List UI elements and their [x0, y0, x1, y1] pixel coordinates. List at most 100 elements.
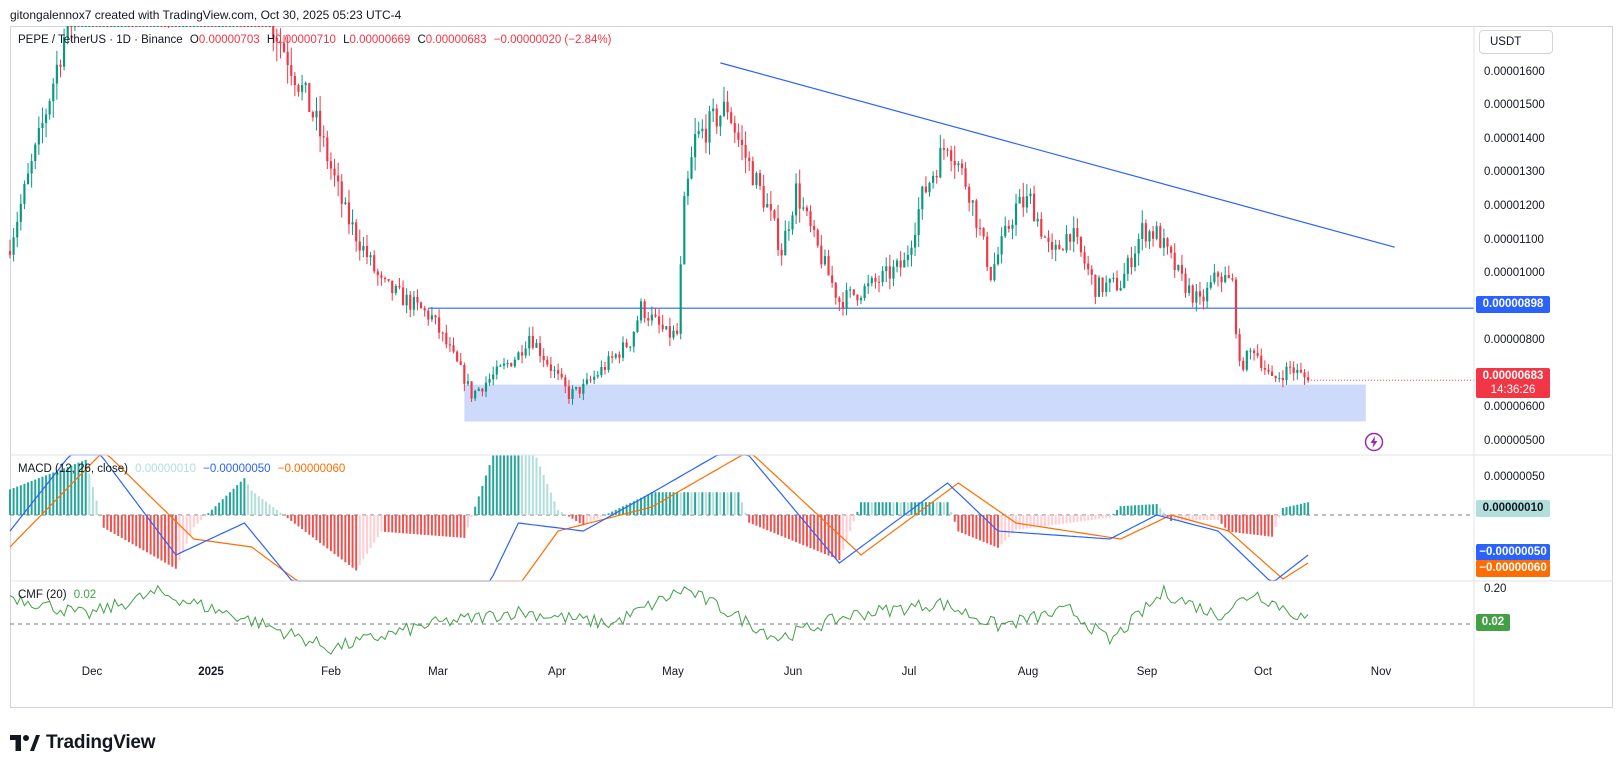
candle-body [409, 294, 412, 310]
macd-hist-bar [362, 515, 365, 560]
macd-hist-bar [683, 492, 686, 515]
macd-hist-bar [751, 515, 754, 525]
candle-body [203, 26, 206, 27]
candle-body [1267, 369, 1270, 372]
cmf-title[interactable]: CMF (20) [18, 589, 67, 601]
currency-button[interactable]: USDT [1479, 30, 1553, 54]
candle [708, 105, 711, 155]
candle-body [355, 222, 358, 242]
candle-body [495, 366, 498, 375]
candle [1184, 267, 1187, 298]
candle-body [928, 182, 931, 193]
candle-body [1094, 274, 1097, 297]
candle [113, 26, 116, 27]
candle [784, 220, 787, 256]
candle-body [506, 363, 509, 365]
candle [106, 26, 109, 27]
candle [340, 174, 343, 218]
candle [748, 151, 751, 171]
candle [99, 26, 102, 27]
candle-body [66, 26, 69, 38]
candle [1112, 272, 1115, 283]
candle [398, 278, 401, 290]
candle-body [549, 364, 552, 371]
macd-hist-bar [1022, 515, 1025, 529]
symbol-label[interactable]: PEPE / TetherUS · 1D · Binance [18, 34, 183, 46]
candle-body [701, 128, 704, 132]
candle [344, 197, 347, 206]
candle-body [127, 26, 131, 27]
tradingview-logo[interactable]: TradingView [10, 732, 156, 754]
candle-body [748, 157, 751, 162]
macd-hist-bar [863, 502, 866, 515]
macd-hist-bar [831, 515, 834, 558]
macd-hist-bar [585, 515, 588, 524]
macd-hist-bar [488, 465, 491, 515]
macd-hist-bar [888, 502, 891, 515]
candle [928, 181, 931, 197]
macd-hist-bar [658, 492, 661, 515]
macd-hist-bar [279, 512, 282, 515]
macd-hist-bar [611, 511, 614, 515]
candle-body [1227, 275, 1230, 279]
candle-body [297, 85, 300, 92]
candle [463, 362, 466, 392]
candle [203, 26, 206, 27]
candle [127, 26, 131, 27]
macd-hist-bar [795, 515, 798, 543]
candle [470, 381, 473, 403]
brand-name: TradingView [46, 732, 156, 753]
change-value: −0.00000020 (−2.84%) [493, 34, 612, 46]
candle [1195, 284, 1198, 312]
macd-hist-bar [466, 515, 469, 528]
macd-hist-bar [499, 455, 502, 515]
lightning-icon[interactable] [1364, 432, 1384, 452]
candle-body [712, 108, 715, 112]
candle [279, 28, 282, 59]
time-label-may: May [662, 666, 684, 678]
macd-title[interactable]: MACD (12, 26, close) [18, 463, 128, 475]
price-axis-tick: 0.00001300 [1484, 166, 1545, 179]
candle [34, 142, 37, 170]
macd-hist-bar [1090, 515, 1093, 520]
candle-body [636, 320, 639, 332]
candle [802, 197, 805, 211]
candle-body [282, 43, 286, 52]
time-label-nov: Nov [1370, 666, 1392, 678]
candle-body [978, 227, 982, 229]
macd-hist-bar [1216, 515, 1219, 520]
candle [16, 211, 19, 248]
macd-hist-bar [603, 515, 606, 516]
candle-body [1242, 360, 1245, 370]
macd-hist-bar [66, 466, 69, 515]
macd-hist-bar [982, 515, 985, 542]
candle-body [438, 317, 441, 333]
candle [373, 250, 376, 274]
macd-hist-bar [730, 492, 733, 515]
candle-body [1151, 231, 1155, 239]
candle [1000, 227, 1003, 264]
candle [560, 368, 563, 380]
macd-hist-bar [326, 515, 329, 549]
candle-body [34, 144, 37, 162]
macd-hist-bar [1072, 515, 1075, 523]
candle [787, 221, 790, 241]
candle-body [401, 287, 405, 306]
macd-hist-bar [1209, 515, 1212, 520]
candle-body [142, 26, 145, 27]
candle [391, 280, 394, 301]
macd-hist-bar [647, 494, 650, 515]
candle [697, 121, 700, 138]
macd-hist-bar [459, 515, 462, 538]
macd-hist-bar [625, 504, 628, 515]
candle-body [1289, 366, 1292, 368]
candle [932, 171, 935, 189]
macd-axis-tick: 0.00000050 [1484, 471, 1545, 483]
candle [953, 145, 956, 179]
candle [585, 372, 589, 386]
macd-hist-bar [59, 469, 62, 515]
candle-body [809, 211, 812, 226]
macd-hist-bar [1051, 515, 1054, 526]
macd-hist-bar [928, 502, 931, 515]
